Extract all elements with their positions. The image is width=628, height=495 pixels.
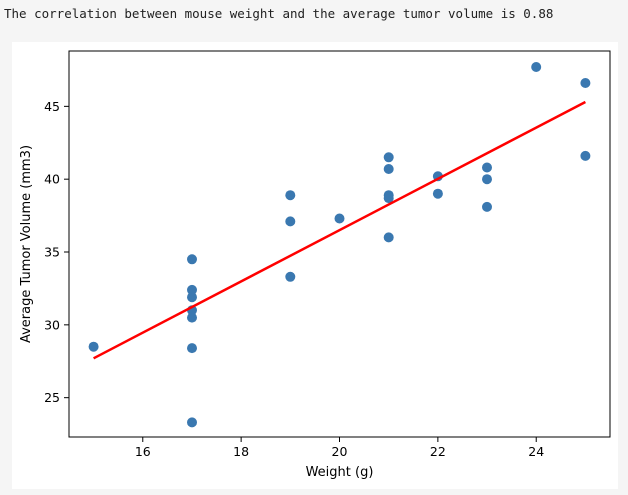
y-axis-label: Average Tumor Volume (mm3) [19, 145, 34, 343]
data-point-24 [580, 150, 591, 161]
plot-output-card: 16 18 20 22 24 25 30 35 40 45 Weight (g) Average… [12, 42, 618, 489]
data-point-12 [383, 152, 394, 163]
data-point-19 [482, 162, 492, 173]
x-tick-label-20: 20 [332, 444, 348, 459]
y-tick-label-30: 30 [44, 317, 60, 332]
x-axis-label: Weight (g) [306, 465, 374, 480]
correlation-output-text: The correlation between mouse weight and… [4, 6, 554, 21]
data-point-6 [187, 343, 197, 354]
data-point-5 [187, 312, 197, 323]
data-point-18 [432, 188, 443, 199]
regression-line [93, 100, 586, 360]
data-point-22 [531, 62, 542, 72]
y-tick-label-45: 45 [44, 99, 60, 114]
x-tick-label-16: 16 [135, 444, 151, 459]
y-tick-label-35: 35 [44, 245, 60, 260]
data-point-8 [285, 190, 296, 201]
data-point-2 [187, 284, 197, 295]
data-point-23 [580, 78, 591, 88]
x-tick-label-24: 24 [528, 444, 544, 459]
data-point-9 [285, 216, 296, 227]
x-ticks: 16 18 20 22 24 [135, 437, 544, 459]
scatter-chart: 16 18 20 22 24 25 30 35 40 45 Weight (g) Average… [19, 50, 611, 480]
data-point-3 [187, 292, 197, 303]
data-point-16 [383, 232, 394, 243]
x-tick-label-22: 22 [430, 444, 446, 459]
y-tick-label-25: 25 [44, 390, 60, 405]
data-point-0 [88, 341, 99, 352]
data-point-13 [383, 164, 394, 174]
data-point-7 [187, 417, 197, 428]
y-tick-label-40: 40 [44, 172, 60, 187]
data-point-20 [482, 174, 492, 185]
data-point-10 [285, 271, 296, 282]
data-point-11 [334, 213, 345, 224]
regression-layer [93, 100, 586, 360]
axes-frame [68, 50, 611, 438]
data-point-1 [187, 254, 197, 265]
x-tick-label-18: 18 [233, 444, 249, 459]
data-point-21 [482, 201, 492, 212]
data-point-15 [383, 193, 394, 204]
points-layer [88, 62, 591, 428]
y-ticks: 25 30 35 40 45 [44, 99, 69, 405]
